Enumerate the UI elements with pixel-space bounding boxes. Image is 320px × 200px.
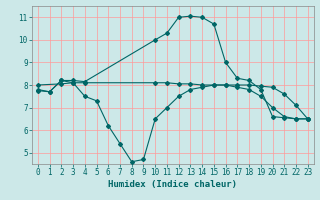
- X-axis label: Humidex (Indice chaleur): Humidex (Indice chaleur): [108, 180, 237, 189]
